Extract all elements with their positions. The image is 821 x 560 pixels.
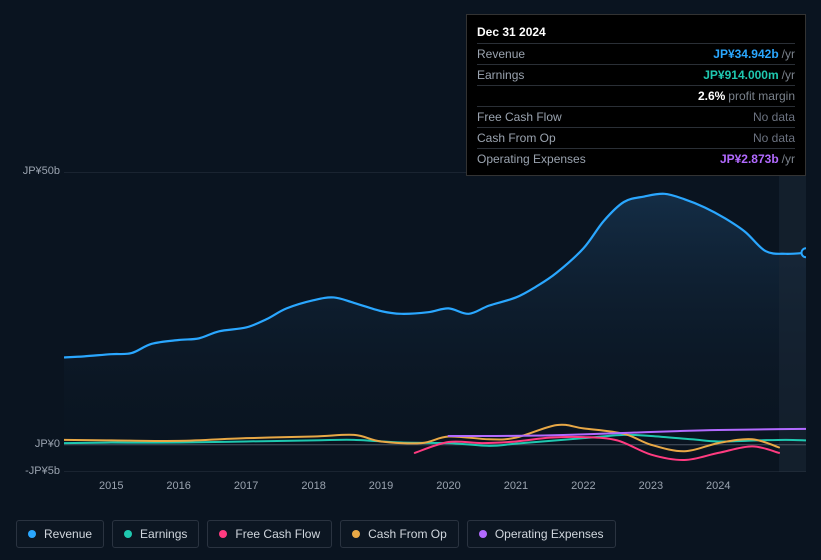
tooltip-row: Free Cash Flow No data [477, 106, 795, 127]
tooltip-row-label: Cash From Op [477, 131, 556, 145]
legend-dot-icon [352, 530, 360, 538]
legend-label: Free Cash Flow [235, 527, 320, 541]
x-axis-label: 2022 [571, 480, 595, 492]
tooltip-row: Operating Expenses JP¥2.873b/yr [477, 148, 795, 169]
tooltip-row-label: Free Cash Flow [477, 110, 562, 124]
series-end-marker [802, 248, 807, 257]
tooltip-row-value: JP¥34.942b/yr [713, 47, 795, 61]
tooltip-row-value: No data [753, 131, 795, 145]
legend-item-cash-from-op[interactable]: Cash From Op [340, 520, 459, 548]
legend-dot-icon [28, 530, 36, 538]
x-axis-label: 2016 [166, 480, 190, 492]
legend-item-earnings[interactable]: Earnings [112, 520, 199, 548]
x-axis-label: 2023 [639, 480, 663, 492]
earnings-chart: JP¥50b JP¥0 -JP¥5b 2015 2016 2017 2018 2019 202… [16, 160, 806, 500]
tooltip-row: Cash From Op No data [477, 127, 795, 148]
chart-plot[interactable] [64, 172, 806, 472]
tooltip-row-value: JP¥914.000m/yr [703, 68, 795, 82]
tooltip-row-label: Earnings [477, 68, 524, 82]
legend-label: Earnings [140, 527, 187, 541]
legend-label: Operating Expenses [495, 527, 604, 541]
x-axis-label: 2020 [436, 480, 460, 492]
x-axis-label: 2015 [99, 480, 123, 492]
x-axis-label: 2019 [369, 480, 393, 492]
chart-tooltip: Dec 31 2024 Revenue JP¥34.942b/yr Earnings… [466, 14, 806, 176]
y-axis-label: JP¥0 [16, 438, 60, 450]
tooltip-row: 2.6%profit margin [477, 85, 795, 106]
tooltip-rows: Revenue JP¥34.942b/yr Earnings JP¥914.000m/… [477, 43, 795, 169]
legend-item-revenue[interactable]: Revenue [16, 520, 104, 548]
tooltip-row-value: No data [753, 110, 795, 124]
legend-item-free-cash-flow[interactable]: Free Cash Flow [207, 520, 332, 548]
legend-item-operating-expenses[interactable]: Operating Expenses [467, 520, 616, 548]
x-axis-label: 2021 [504, 480, 528, 492]
legend-dot-icon [124, 530, 132, 538]
legend-label: Cash From Op [368, 527, 447, 541]
legend-dot-icon [219, 530, 227, 538]
x-axis-label: 2018 [301, 480, 325, 492]
y-axis-label: JP¥50b [16, 165, 60, 177]
tooltip-row-label: Revenue [477, 47, 525, 61]
tooltip-row: Earnings JP¥914.000m/yr [477, 64, 795, 85]
legend-dot-icon [479, 530, 487, 538]
x-axis-label: 2024 [706, 480, 730, 492]
tooltip-date: Dec 31 2024 [477, 21, 795, 43]
x-axis-label: 2017 [234, 480, 258, 492]
tooltip-row-value: JP¥2.873b/yr [720, 152, 795, 166]
chart-legend: Revenue Earnings Free Cash Flow Cash From O… [16, 520, 616, 548]
future-region [779, 172, 806, 472]
legend-label: Revenue [44, 527, 92, 541]
tooltip-row: Revenue JP¥34.942b/yr [477, 43, 795, 64]
y-axis-label: -JP¥5b [16, 465, 60, 477]
tooltip-row-label: Operating Expenses [477, 152, 586, 166]
tooltip-row-value: 2.6%profit margin [698, 89, 795, 103]
